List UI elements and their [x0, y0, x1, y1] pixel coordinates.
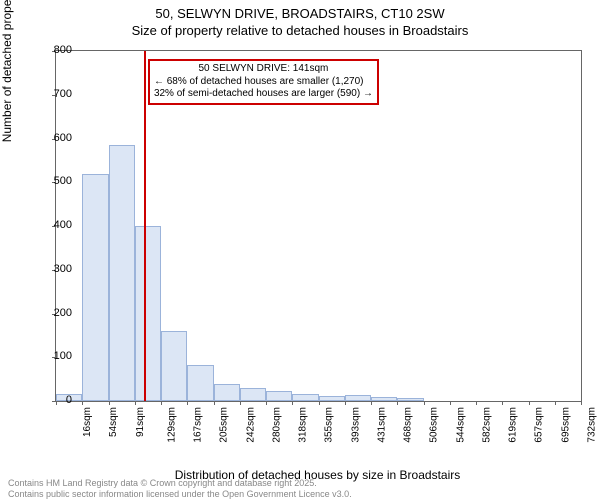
- annotation-line-larger: 32% of semi-detached houses are larger (…: [154, 88, 373, 101]
- histogram-bar: [397, 398, 423, 401]
- y-tick-label: 400: [54, 219, 72, 231]
- footer-line-2: Contains public sector information licen…: [8, 489, 352, 499]
- x-tick-mark: [529, 401, 530, 405]
- y-tick-label: 800: [54, 44, 72, 56]
- y-tick-label: 300: [54, 263, 72, 275]
- x-tick-mark: [292, 401, 293, 405]
- annotation-box: 50 SELWYN DRIVE: 141sqm← 68% of detached…: [148, 59, 379, 105]
- histogram-bar: [292, 394, 318, 401]
- y-tick-label: 200: [54, 307, 72, 319]
- y-axis-label: Number of detached properties: [0, 0, 14, 142]
- x-tick-label: 318sqm: [298, 407, 309, 443]
- x-tick-label: 506sqm: [429, 407, 440, 443]
- x-tick-label: 205sqm: [219, 407, 230, 443]
- histogram-bar: [82, 174, 108, 402]
- x-tick-label: 91sqm: [135, 407, 146, 437]
- x-tick-label: 431sqm: [376, 407, 387, 443]
- x-tick-mark: [82, 401, 83, 405]
- x-tick-mark: [187, 401, 188, 405]
- x-tick-label: 619sqm: [508, 407, 519, 443]
- title-line-1: 50, SELWYN DRIVE, BROADSTAIRS, CT10 2SW: [155, 6, 444, 21]
- x-tick-label: 582sqm: [481, 407, 492, 443]
- x-tick-mark: [266, 401, 267, 405]
- x-tick-mark: [109, 401, 110, 405]
- histogram-bar: [319, 396, 345, 401]
- x-tick-mark: [135, 401, 136, 405]
- x-tick-mark: [56, 401, 57, 405]
- annotation-line-smaller: ← 68% of detached houses are smaller (1,…: [154, 76, 373, 89]
- y-tick-label: 600: [54, 132, 72, 144]
- footer-line-1: Contains HM Land Registry data © Crown c…: [8, 478, 317, 488]
- x-tick-mark: [581, 401, 582, 405]
- x-tick-mark: [476, 401, 477, 405]
- x-tick-mark: [319, 401, 320, 405]
- plot-area: 50 SELWYN DRIVE: 141sqm← 68% of detached…: [55, 50, 582, 402]
- footer-attribution: Contains HM Land Registry data © Crown c…: [8, 478, 352, 500]
- y-tick-label: 0: [66, 394, 72, 406]
- chart-title: 50, SELWYN DRIVE, BROADSTAIRS, CT10 2SW …: [0, 0, 600, 40]
- histogram-bar: [214, 384, 240, 402]
- x-tick-mark: [424, 401, 425, 405]
- y-tick-label: 500: [54, 175, 72, 187]
- x-tick-label: 393sqm: [350, 407, 361, 443]
- histogram-bar: [266, 391, 292, 401]
- marker-line: [144, 51, 146, 401]
- x-tick-label: 16sqm: [82, 407, 93, 437]
- annotation-title: 50 SELWYN DRIVE: 141sqm: [154, 63, 373, 76]
- x-tick-label: 544sqm: [455, 407, 466, 443]
- histogram-bar: [135, 226, 161, 401]
- histogram-bar: [109, 145, 135, 401]
- x-tick-label: 732sqm: [586, 407, 597, 443]
- x-tick-label: 657sqm: [534, 407, 545, 443]
- histogram-bar: [161, 331, 187, 401]
- x-tick-label: 54sqm: [108, 407, 119, 437]
- x-tick-label: 242sqm: [245, 407, 256, 443]
- x-tick-label: 695sqm: [560, 407, 571, 443]
- y-tick-label: 700: [54, 88, 72, 100]
- x-tick-label: 167sqm: [193, 407, 204, 443]
- chart-container: 50, SELWYN DRIVE, BROADSTAIRS, CT10 2SW …: [0, 0, 600, 500]
- title-line-2: Size of property relative to detached ho…: [132, 23, 469, 38]
- histogram-bar: [240, 388, 266, 401]
- x-tick-label: 280sqm: [271, 407, 282, 443]
- x-tick-label: 129sqm: [166, 407, 177, 443]
- x-tick-label: 355sqm: [324, 407, 335, 443]
- x-tick-mark: [345, 401, 346, 405]
- x-tick-mark: [214, 401, 215, 405]
- x-tick-mark: [555, 401, 556, 405]
- x-tick-mark: [240, 401, 241, 405]
- x-tick-mark: [371, 401, 372, 405]
- x-tick-mark: [502, 401, 503, 405]
- histogram-bar: [345, 395, 371, 401]
- histogram-bar: [371, 397, 397, 401]
- x-tick-mark: [397, 401, 398, 405]
- x-tick-label: 468sqm: [403, 407, 414, 443]
- y-tick-label: 100: [54, 350, 72, 362]
- x-tick-mark: [161, 401, 162, 405]
- x-tick-mark: [450, 401, 451, 405]
- histogram-bar: [187, 365, 213, 401]
